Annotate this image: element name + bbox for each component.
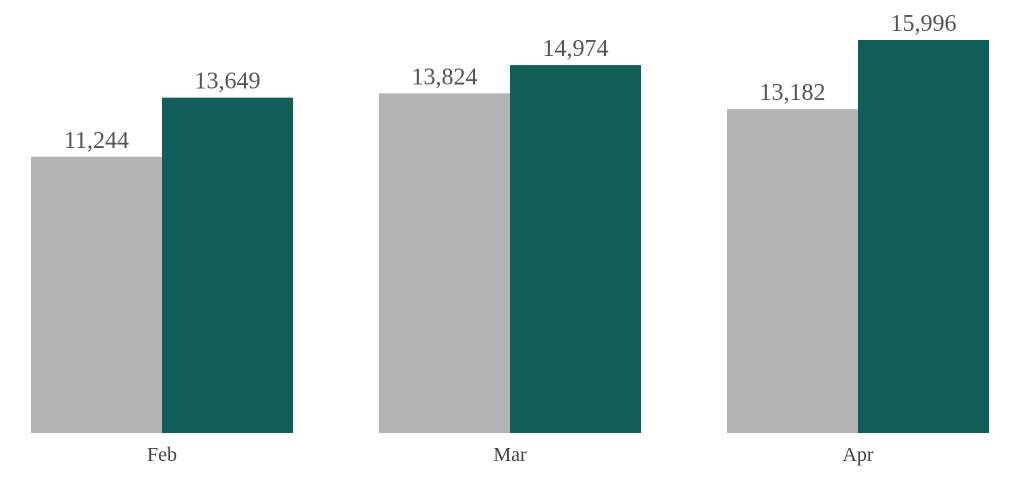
category-label-apr: Apr [842, 444, 873, 466]
category-axis: Feb Mar Apr [147, 444, 874, 466]
data-label-feb-series-1: 11,244 [64, 128, 129, 154]
data-label-apr-series-1: 13,182 [760, 80, 826, 106]
data-label-apr-series-2: 15,996 [891, 11, 957, 37]
bars-layer [31, 40, 989, 434]
data-label-feb-series-2: 13,649 [195, 69, 261, 95]
bar-feb-series-1 [31, 156, 162, 433]
category-label-feb: Feb [147, 444, 177, 466]
bar-mar-series-2 [510, 65, 641, 433]
data-label-mar-series-1: 13,824 [412, 64, 478, 90]
data-label-mar-series-2: 14,974 [543, 36, 609, 62]
bar-feb-series-2 [162, 97, 293, 434]
data-labels-layer: 11,244 13,649 13,824 14,974 13,182 15,996 [64, 11, 957, 154]
bar-apr-series-1 [727, 109, 858, 433]
bar-mar-series-1 [379, 93, 510, 433]
category-label-mar: Mar [493, 444, 527, 466]
bar-apr-series-2 [858, 40, 989, 433]
